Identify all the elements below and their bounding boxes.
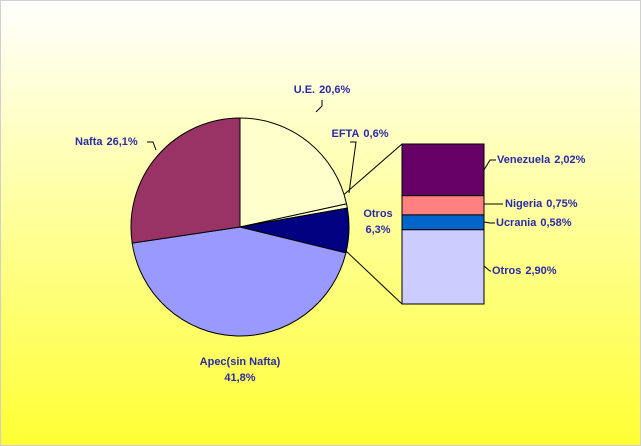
pie-label: Otros 6,3% <box>363 208 392 236</box>
leader-line <box>483 265 491 272</box>
pie-slice <box>239 117 348 228</box>
category-label: Nafta <box>75 136 103 148</box>
value-label: 0,58% <box>540 217 571 229</box>
value-label: 2,02% <box>554 154 585 166</box>
pie-slice <box>131 226 347 337</box>
bar-label: Nigeria 0,75% <box>505 198 578 210</box>
pie-label: Apec(sin Nafta) 41,8% <box>200 356 281 384</box>
category-label: Otros <box>363 208 392 220</box>
value-label: 6,3% <box>365 224 390 236</box>
category-label: Ucrania <box>496 217 537 229</box>
bar-segment <box>401 214 485 231</box>
value-label: 20,6% <box>319 84 350 96</box>
category-label: Apec(sin Nafta) <box>200 356 281 368</box>
leader-line <box>483 221 495 224</box>
bar-label: Ucrania 0,58% <box>496 217 572 229</box>
connector <box>345 250 403 305</box>
value-label: 41,8% <box>224 372 255 384</box>
value-label: 26,1% <box>107 136 138 148</box>
leader-line <box>315 100 323 113</box>
pie-label: EFTA 0,6% <box>332 128 389 140</box>
bar-segment <box>401 229 485 305</box>
value-label: 2,90% <box>525 265 556 277</box>
bar-segment <box>401 195 485 216</box>
pie-label: Nafta 26,1% <box>75 136 138 148</box>
bar-segment <box>401 143 485 197</box>
leader-line <box>348 141 357 194</box>
bar-label: Venezuela 2,02% <box>497 154 586 166</box>
bar-label: Otros 2,90% <box>492 265 557 277</box>
category-label: U.E. <box>294 84 315 96</box>
connector <box>339 143 403 199</box>
leader-line <box>147 141 157 151</box>
value-label: 0,6% <box>363 128 388 140</box>
value-label: 0,75% <box>546 198 577 210</box>
category-label: EFTA <box>332 128 360 140</box>
category-label: Otros <box>492 265 521 277</box>
leader-line <box>483 159 496 171</box>
pie-label: U.E. 20,6% <box>294 84 351 96</box>
category-label: Nigeria <box>505 198 543 210</box>
pie-slice <box>130 117 241 244</box>
category-label: Venezuela <box>497 154 551 166</box>
